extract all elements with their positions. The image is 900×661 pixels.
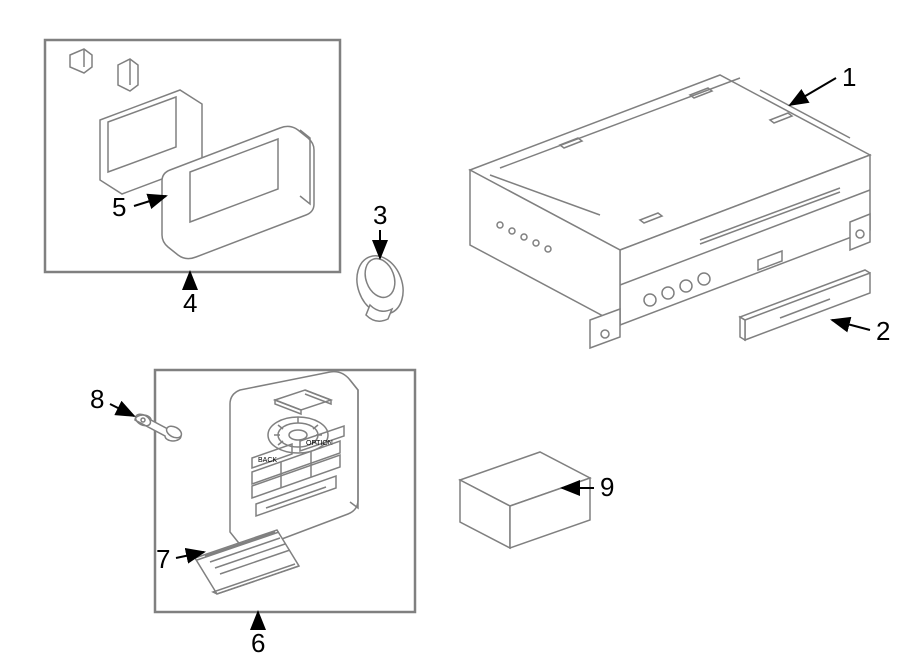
svg-text:BACK: BACK [258,457,277,464]
callout-3-label: 3 [373,200,387,230]
callout-1-label: 1 [842,62,856,92]
svg-text:OPTION: OPTION [306,440,333,447]
parts-diagram: BACK OPTION [0,0,900,661]
group-6: BACK OPTION [134,370,415,612]
callout-7-label: 7 [156,544,170,574]
battery [134,412,184,441]
callout-6-label: 6 [251,628,265,658]
group-4 [45,40,340,272]
bracket-2 [118,59,138,91]
cover-plate [740,270,870,340]
callout-4-label: 4 [183,288,197,318]
bracket-1 [70,49,92,73]
remote-control: BACK OPTION [230,372,358,549]
booklet [195,530,299,594]
callout-9-label: 9 [600,472,614,502]
module-box [460,452,590,548]
key-fob [349,249,411,321]
callout-8-label: 8 [90,384,104,414]
callout-2-label: 2 [876,316,890,346]
callout-5-label: 5 [112,192,126,222]
